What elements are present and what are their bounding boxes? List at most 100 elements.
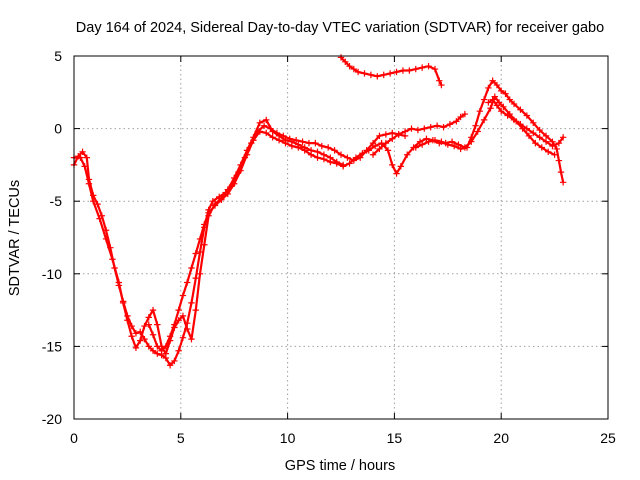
data-point [555, 157, 563, 164]
data-point [145, 343, 152, 350]
data-point [346, 62, 353, 70]
data-point [83, 154, 91, 161]
data-point [510, 100, 518, 108]
data-point [498, 107, 505, 115]
data-point [205, 209, 212, 217]
data-point [256, 119, 264, 126]
data-point [399, 67, 407, 74]
x-tick-label: 0 [70, 430, 78, 446]
data-point [553, 145, 560, 153]
y-tick-label: -15 [42, 338, 62, 354]
data-point [523, 112, 531, 119]
tick-labels: 0 5 10 15 20 25 -20 -15 -10 -5 0 5 [42, 48, 616, 446]
data-point [376, 132, 383, 140]
data-point [339, 163, 347, 170]
data-point [314, 148, 321, 156]
axis-ticks [73, 55, 609, 420]
data-point [461, 110, 469, 118]
data-point [211, 202, 219, 209]
data-point [376, 145, 383, 153]
data-point [175, 306, 182, 314]
data-point [455, 141, 462, 148]
data-point [438, 81, 445, 89]
data-point [154, 321, 161, 328]
data-point [320, 155, 328, 163]
data-point [145, 314, 152, 321]
data-point [414, 126, 422, 134]
data-point [457, 113, 464, 121]
data-point [256, 128, 264, 135]
data-point [463, 144, 471, 151]
data-point [549, 142, 556, 150]
data-point [312, 139, 319, 147]
data-point [433, 122, 441, 129]
data-point [171, 321, 178, 328]
data-point [393, 170, 400, 177]
series-arc-4 [337, 54, 445, 89]
data-point [352, 154, 360, 161]
data-point [397, 163, 405, 170]
series-arc-7 [485, 96, 567, 150]
grid [74, 56, 608, 419]
data-point [154, 343, 161, 350]
data-point [538, 144, 545, 151]
y-axis-label: SDTVAR / TECUs [7, 180, 23, 296]
data-point [438, 138, 445, 145]
data-point [132, 344, 140, 352]
data-point [453, 118, 460, 125]
data-point [431, 137, 439, 144]
data-point [485, 84, 492, 92]
series-trace [371, 113, 466, 156]
data-point [555, 139, 563, 147]
series-arc-1 [70, 122, 409, 369]
data-point [536, 126, 543, 134]
data-point [192, 274, 199, 282]
data-point [201, 241, 208, 248]
data-point [171, 357, 178, 365]
data-point [504, 112, 511, 119]
data-point [530, 119, 537, 126]
data-point [149, 347, 157, 354]
data-point [544, 148, 552, 156]
data-point [90, 198, 97, 205]
data-point [305, 139, 313, 147]
data-point [184, 279, 191, 286]
data-point [404, 151, 411, 158]
data-point [480, 116, 488, 124]
data-point [196, 270, 204, 277]
data-point [337, 54, 345, 61]
series-arc-6 [412, 77, 567, 186]
data-point [346, 160, 353, 167]
data-point [263, 129, 270, 137]
data-point [162, 343, 170, 350]
data-point [427, 123, 434, 131]
data-point [382, 131, 390, 138]
data-point [224, 190, 231, 198]
data-point [485, 99, 492, 106]
data-point [525, 132, 533, 140]
data-point [119, 299, 127, 307]
data-point [395, 131, 402, 138]
data-point [77, 154, 84, 161]
y-tick-label: 5 [54, 48, 62, 64]
data-point [448, 138, 456, 145]
series-arc-3 [145, 93, 558, 354]
data-point [500, 103, 507, 111]
data-point [389, 129, 396, 137]
data-point [557, 168, 565, 176]
y-tick-label: 0 [54, 121, 62, 137]
data-point [536, 134, 543, 141]
chart-title: Day 164 of 2024, Sidereal Day-to-day VTE… [76, 20, 604, 36]
data-point [532, 139, 539, 147]
data-point [517, 121, 524, 128]
y-tick-label: -10 [42, 266, 62, 282]
data-point [374, 73, 381, 80]
data-point [263, 116, 270, 124]
series-trace [339, 56, 443, 87]
data-point [431, 65, 439, 73]
data-point [344, 154, 351, 161]
data-point [386, 70, 394, 77]
data-point [314, 154, 321, 161]
data-point [124, 317, 131, 324]
